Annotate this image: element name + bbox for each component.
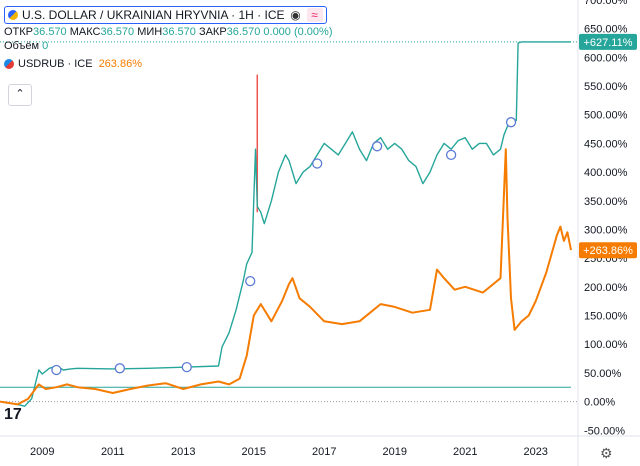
y-tick-label: 550.00% [584, 81, 628, 93]
x-tick-label: 2017 [312, 446, 336, 458]
y-tick-label: 350.00% [584, 196, 628, 208]
event-marker[interactable] [114, 363, 125, 374]
collapse-legend-button[interactable]: ⌃ [8, 84, 32, 106]
event-marker[interactable] [245, 275, 256, 287]
y-tick-label: 700.00% [584, 0, 628, 7]
last-value-badge [579, 33, 637, 50]
compare-row[interactable]: USDRUB · ICE 263.86% [4, 58, 333, 70]
event-marker[interactable] [371, 141, 383, 152]
y-tick-label: 0.00% [584, 397, 615, 409]
y-tick-label: 450.00% [584, 138, 628, 150]
last-value-label: +627.11% [583, 37, 632, 49]
event-marker[interactable] [505, 117, 517, 128]
compare-symbol: USDRUB · ICE [18, 58, 93, 70]
ohlc-row: ОТКР36.570 МАКС36.570 МИН36.570 ЗАКР36.5… [4, 26, 333, 38]
volume-label: Объём [4, 40, 40, 52]
uah-series-line [0, 41, 571, 407]
compare-flag-icon [4, 59, 14, 69]
y-tick-label: 150.00% [584, 311, 628, 323]
symbol-flag-icon [8, 10, 18, 20]
x-tick-label: 2011 [101, 446, 125, 458]
x-tick-label: 2019 [382, 446, 406, 458]
y-tick-label: 600.00% [584, 52, 628, 64]
rub-series-line [0, 148, 572, 406]
high-value: 36.570 [100, 26, 135, 38]
y-tick-label: 500.00% [584, 110, 628, 122]
y-tick-label: 650.00% [584, 24, 628, 36]
eye-icon[interactable]: ◉ [290, 8, 301, 22]
last-value-label: +263.86% [583, 245, 633, 257]
volume-value: 0 [42, 40, 49, 52]
open-label: ОТКР [4, 26, 34, 38]
open-value: 36.570 [33, 26, 67, 38]
last-value-badge [579, 242, 637, 259]
y-tick-label: 100.00% [584, 339, 628, 351]
chevron-up-icon: ⌃ [15, 88, 25, 100]
x-tick-label: 2013 [171, 446, 195, 458]
y-tick-label: 300.00% [584, 224, 628, 236]
y-tick-label: 400.00% [584, 167, 628, 179]
symbol-title: U.S. DOLLAR / UKRAINIAN HRYVNIA · 1H · I… [22, 8, 285, 22]
x-tick-label: 2015 [242, 446, 266, 458]
low-value: 36.570 [162, 26, 196, 38]
indicator-wave-icon[interactable]: ≈ [306, 8, 323, 22]
compare-value: 263.86% [98, 58, 142, 70]
close-label: ЗАКР [198, 26, 227, 38]
plot-area [0, 0, 578, 436]
legend: U.S. DOLLAR / UKRAINIAN HRYVNIA · 1H · I… [4, 6, 333, 70]
y-tick-label: 200.00% [584, 282, 628, 294]
x-tick-label: 2009 [30, 446, 54, 458]
x-tick-label: 2021 [453, 446, 477, 458]
gear-icon[interactable]: ⚙ [600, 445, 613, 461]
change-value: 0.000 (0.00%) [263, 26, 333, 38]
y-tick-label: 50.00% [584, 368, 622, 380]
event-marker[interactable] [445, 149, 457, 161]
tradingview-logo: 17 [4, 406, 22, 423]
low-label: МИН [137, 26, 163, 38]
close-value: 36.570 [226, 26, 261, 38]
event-marker[interactable] [181, 362, 192, 373]
x-tick-label: 2023 [523, 446, 547, 458]
event-marker[interactable] [312, 158, 323, 169]
volume-row: Объём 0 [4, 40, 333, 52]
high-label: МАКС [69, 26, 101, 38]
y-tick-label: -50.00% [584, 425, 625, 437]
symbol-title-box[interactable]: U.S. DOLLAR / UKRAINIAN HRYVNIA · 1H · I… [4, 6, 327, 24]
event-marker[interactable] [51, 364, 62, 376]
